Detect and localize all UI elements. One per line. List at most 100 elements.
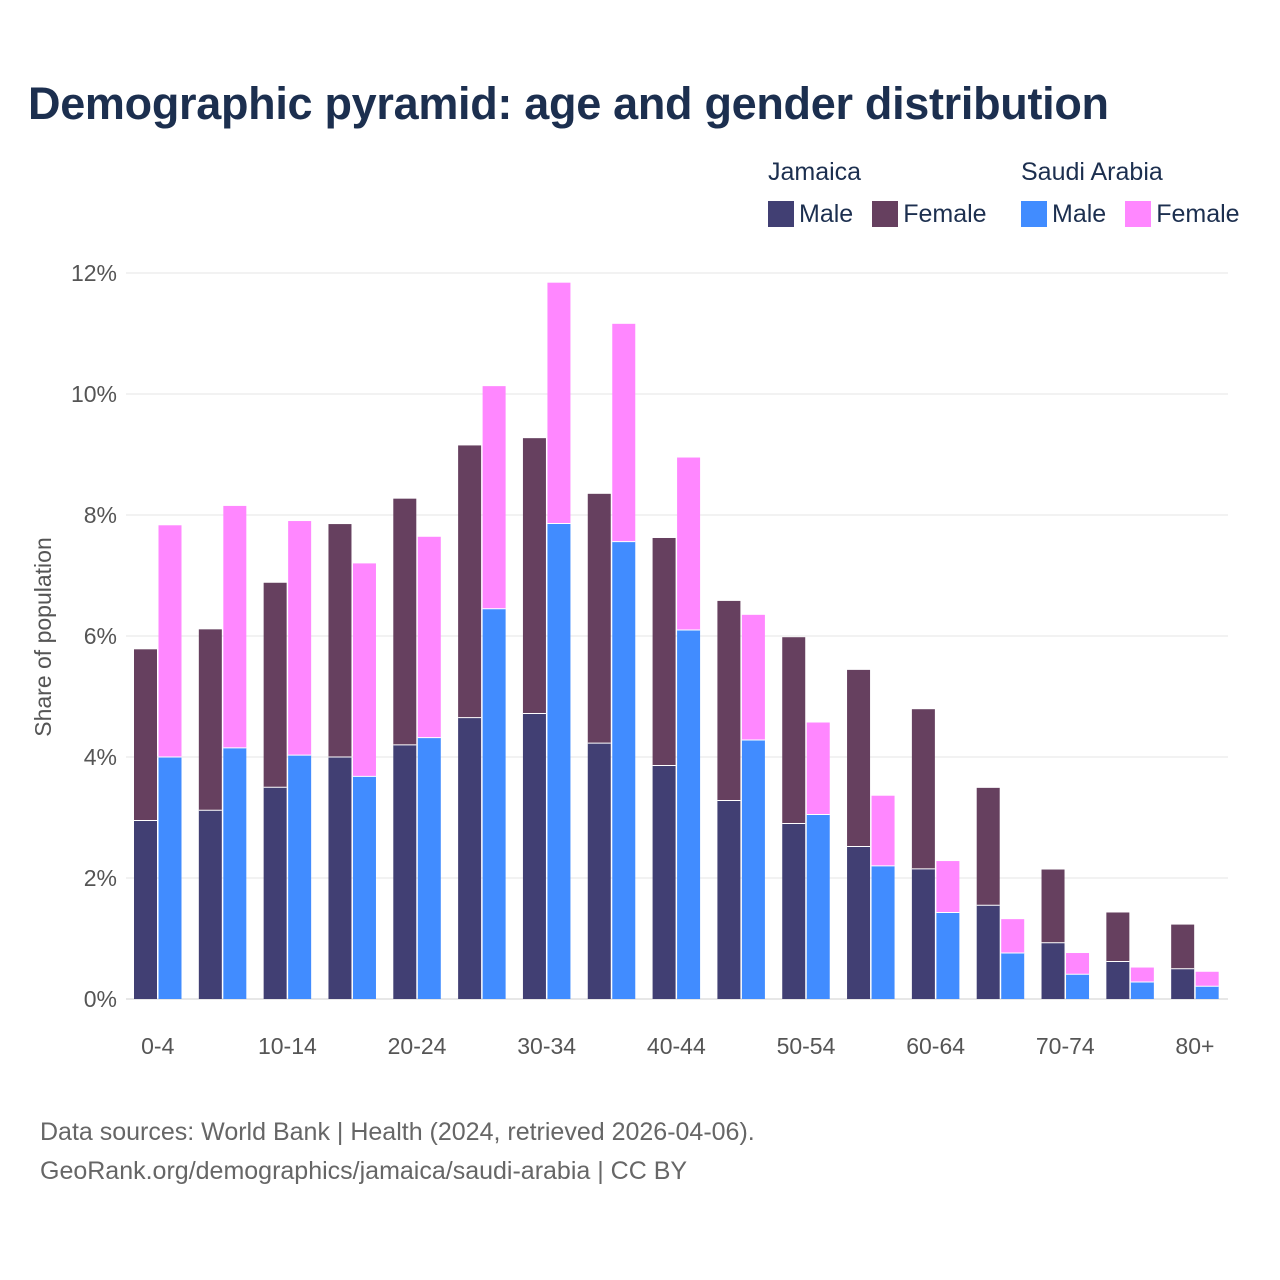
legend-item-jamaica-male: Male — [768, 200, 853, 229]
bar-jamaica-female-40-44 — [652, 537, 676, 766]
bar-saudi-arabia-male-55-59 — [871, 865, 895, 999]
x-axis-ticks: 0-4 10-14 20-24 30-34 40-44 50-54 60-64 70-74 80… — [141, 1033, 1214, 1059]
bar-saudi-arabia-male-0-4 — [158, 757, 182, 999]
bar-saudi-arabia-male-30-34 — [547, 523, 571, 999]
legend-item-jamaica-female: Female — [872, 199, 987, 229]
bar-saudi-arabia-male-65-69 — [1001, 953, 1025, 999]
x-tick-label: 0-4 — [141, 1033, 174, 1059]
bar-saudi-arabia-female-35-39 — [612, 323, 636, 542]
bar-saudi-arabia-male-10-14 — [288, 755, 312, 999]
bar-jamaica-female-80+ — [1171, 924, 1195, 969]
bar-saudi-arabia-female-65-69 — [1001, 919, 1025, 954]
bar-saudi-arabia-male-25-29 — [482, 608, 506, 999]
y-tick-label: 10% — [71, 381, 117, 407]
bar-jamaica-male-20-24 — [393, 744, 417, 999]
x-tick-label: 70-74 — [1036, 1033, 1095, 1059]
bar-saudi-arabia-male-5-9 — [223, 747, 247, 999]
bar-jamaica-female-55-59 — [847, 669, 871, 847]
bar-saudi-arabia-female-25-29 — [482, 386, 506, 609]
bar-saudi-arabia-female-55-59 — [871, 795, 895, 866]
x-tick-label: 50-54 — [777, 1033, 836, 1059]
legend-swatch — [872, 201, 899, 227]
y-tick-label: 8% — [84, 502, 117, 528]
legend-group-saudi-arabia: Saudi Arabia Male Female — [1021, 155, 1259, 229]
legend-item-saudi-male: Male — [1021, 200, 1106, 229]
bar-saudi-arabia-female-20-24 — [417, 536, 441, 738]
legend-swatch — [768, 201, 794, 227]
bar-jamaica-male-5-9 — [198, 810, 222, 999]
bar-jamaica-male-70-74 — [1041, 942, 1065, 999]
bar-jamaica-male-45-49 — [717, 800, 741, 999]
bar-jamaica-male-60-64 — [911, 868, 935, 999]
bar-jamaica-female-50-54 — [782, 637, 806, 824]
bar-saudi-arabia-female-40-44 — [677, 457, 701, 630]
y-tick-label: 0% — [84, 986, 117, 1012]
y-tick-label: 4% — [84, 744, 117, 770]
legend-swatch — [1021, 201, 1047, 227]
bar-jamaica-male-0-4 — [134, 820, 157, 999]
legend-group-label: Saudi Arabia — [1021, 158, 1163, 186]
bar-jamaica-male-30-34 — [522, 713, 546, 999]
bar-saudi-arabia-female-75-79 — [1130, 967, 1154, 983]
legend-item-label: Female — [903, 199, 987, 228]
bar-saudi-arabia-female-80+ — [1195, 971, 1219, 987]
x-tick-label: 30-34 — [517, 1033, 576, 1059]
bar-saudi-arabia-female-0-4 — [158, 525, 182, 757]
bar-jamaica-female-75-79 — [1106, 912, 1130, 962]
x-tick-label: 40-44 — [647, 1033, 706, 1059]
legend-group-label: Jamaica — [768, 158, 862, 186]
bar-jamaica-female-5-9 — [198, 629, 222, 811]
y-axis-ticks: 0% 2% 4% 6% 8% 10% 12% — [71, 260, 117, 1012]
bar-saudi-arabia-female-30-34 — [547, 282, 571, 524]
bar-jamaica-male-65-69 — [976, 905, 1000, 999]
legend-swatch — [1125, 201, 1152, 227]
chart-title: Demographic pyramid: age and gender dist… — [28, 78, 1109, 129]
x-tick-label: 60-64 — [906, 1033, 965, 1059]
legend-item-label: Female — [1156, 199, 1240, 228]
bar-jamaica-female-60-64 — [911, 709, 935, 869]
bar-jamaica-female-10-14 — [263, 582, 287, 788]
bar-jamaica-female-65-69 — [976, 787, 1000, 906]
bar-jamaica-male-80+ — [1171, 968, 1195, 999]
footer: Data sources: World Bank | Health (2024,… — [40, 1113, 755, 1191]
legend-item-label: Male — [1052, 199, 1107, 228]
bar-jamaica-female-45-49 — [717, 600, 741, 801]
bar-jamaica-female-15-19 — [328, 524, 352, 757]
bar-saudi-arabia-female-50-54 — [806, 722, 830, 815]
y-axis-label: Share of population — [30, 537, 56, 737]
bar-jamaica-male-35-39 — [587, 743, 611, 999]
bar-jamaica-female-20-24 — [393, 498, 417, 745]
bar-jamaica-male-15-19 — [328, 757, 352, 999]
y-tick-label: 12% — [71, 260, 117, 286]
data-source-note: Data sources: World Bank | Health (2024,… — [40, 1118, 755, 1146]
bar-jamaica-female-70-74 — [1041, 869, 1065, 943]
bars — [134, 282, 1219, 999]
bar-saudi-arabia-male-70-74 — [1066, 974, 1090, 999]
credit-note: GeoRank.org/demographics/jamaica/saudi-a… — [40, 1157, 688, 1185]
bar-saudi-arabia-female-15-19 — [352, 563, 376, 777]
bar-saudi-arabia-male-45-49 — [741, 740, 765, 999]
bar-jamaica-female-30-34 — [522, 438, 546, 714]
bar-jamaica-female-35-39 — [587, 493, 611, 744]
x-tick-label: 10-14 — [258, 1033, 317, 1059]
bar-jamaica-female-25-29 — [458, 445, 482, 718]
bar-jamaica-male-75-79 — [1106, 961, 1130, 999]
bar-saudi-arabia-male-80+ — [1195, 986, 1219, 999]
bar-jamaica-male-10-14 — [263, 787, 287, 999]
bar-jamaica-male-25-29 — [458, 717, 482, 999]
bar-saudi-arabia-male-40-44 — [677, 629, 701, 999]
bar-saudi-arabia-female-60-64 — [936, 861, 960, 913]
bar-saudi-arabia-female-5-9 — [223, 505, 247, 748]
y-tick-label: 2% — [84, 865, 117, 891]
bar-saudi-arabia-male-15-19 — [352, 776, 376, 999]
bar-jamaica-male-40-44 — [652, 765, 676, 999]
legend-item-label: Male — [799, 199, 854, 228]
legend-item-saudi-female: Female — [1125, 199, 1240, 229]
bar-jamaica-male-55-59 — [847, 846, 871, 999]
x-tick-label: 20-24 — [388, 1033, 447, 1059]
bar-saudi-arabia-male-35-39 — [612, 541, 636, 999]
bar-jamaica-female-0-4 — [134, 649, 157, 821]
bar-saudi-arabia-male-75-79 — [1130, 982, 1154, 999]
bar-saudi-arabia-female-70-74 — [1066, 953, 1090, 975]
